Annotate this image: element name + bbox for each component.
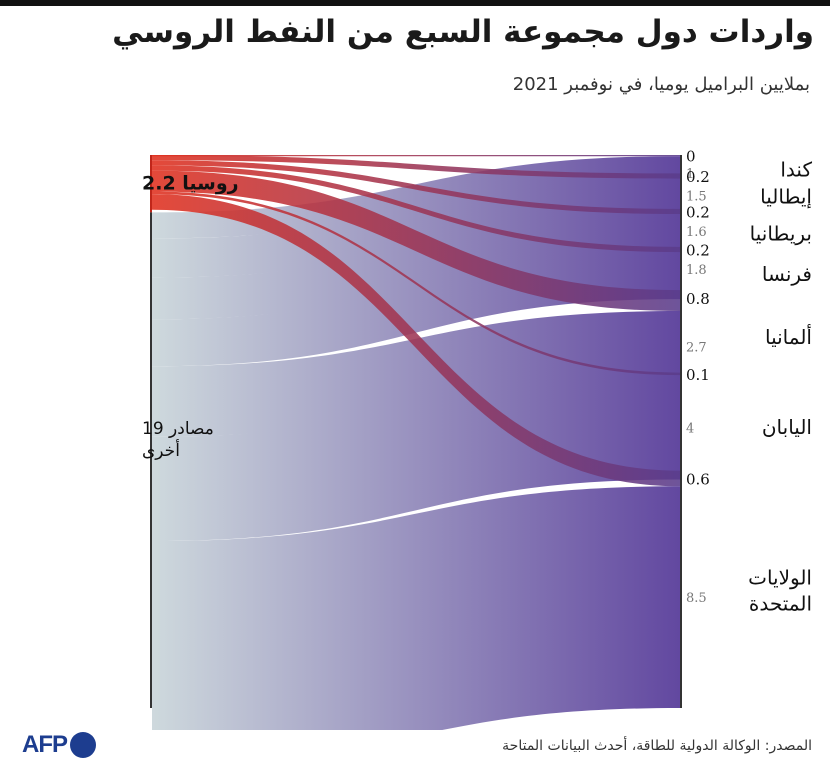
- top-bar: [0, 0, 830, 6]
- flow-russia-1: [152, 155, 680, 179]
- logo-text: AFP: [22, 731, 68, 758]
- node-russia: [150, 155, 152, 213]
- value-russia-2: 0.2: [686, 203, 710, 221]
- flow-russia-0: [152, 155, 680, 157]
- value-other-5: 4: [686, 421, 694, 436]
- target-name-5: اليابان: [762, 415, 812, 439]
- value-russia-1: 0.2: [686, 168, 710, 186]
- value-russia-0: 0: [686, 148, 696, 166]
- node-target-5: [680, 372, 682, 480]
- value-other-2: 1.6: [686, 225, 707, 240]
- flow-other-6: [152, 486, 680, 730]
- node-other: [150, 212, 152, 709]
- value-russia-5: 0.1: [686, 366, 710, 384]
- target-name-3: فرنسا: [762, 262, 812, 286]
- logo-dot-icon: [70, 732, 96, 758]
- target-name-4: ألمانيا: [765, 324, 812, 349]
- value-other-3: 1.8: [686, 263, 707, 278]
- source-label-russia: روسيا 2.2: [142, 173, 239, 195]
- value-other-0: 1: [686, 167, 694, 182]
- node-target-3: [680, 246, 682, 300]
- flow-russia-4: [152, 170, 680, 312]
- flow-other-4: [152, 311, 680, 437]
- target-name-6-line2: المتحدة: [749, 591, 812, 615]
- flow-russia-3: [152, 165, 680, 253]
- node-target-0: [680, 155, 682, 183]
- source-note: المصدر: الوكالة الدولية للطاقة، أحدث الب…: [502, 738, 812, 754]
- chart-title: واردات دول مجموعة السبع من النفط الروسي: [112, 14, 814, 50]
- value-other-6: 8.5: [686, 591, 707, 606]
- node-target-2: [680, 208, 682, 256]
- target-name-6-line1: الولايات: [748, 565, 812, 589]
- flow-other-0: [152, 156, 680, 239]
- node-target-4: [680, 290, 682, 382]
- flow-other-5: [152, 375, 680, 542]
- source-label-other-line1: مصادر 19: [142, 419, 214, 439]
- value-russia-6: 0.6: [686, 470, 710, 488]
- value-russia-3: 0.2: [686, 242, 710, 260]
- target-name-2: بريطانيا: [750, 221, 812, 245]
- node-target-1: [680, 173, 682, 218]
- target-name-1: إيطاليا: [760, 185, 812, 210]
- value-other-4: 2.7: [686, 340, 707, 355]
- value-russia-4: 0.8: [686, 290, 710, 308]
- flow-russia-6: [152, 194, 680, 487]
- flows: [152, 155, 680, 730]
- flow-russia-5: [152, 191, 680, 376]
- chart-subtitle: بملايين البراميل يوميا، في نوفمبر 2021: [512, 74, 810, 95]
- afp-logo: AFP: [22, 731, 96, 759]
- flow-other-1: [152, 178, 680, 278]
- node-target-6: [680, 470, 682, 708]
- flow-russia-2: [152, 160, 680, 215]
- target-name-0: كندا: [780, 158, 812, 182]
- value-other-1: 1.5: [686, 190, 707, 205]
- source-label-other-line2: أخرى: [142, 439, 180, 461]
